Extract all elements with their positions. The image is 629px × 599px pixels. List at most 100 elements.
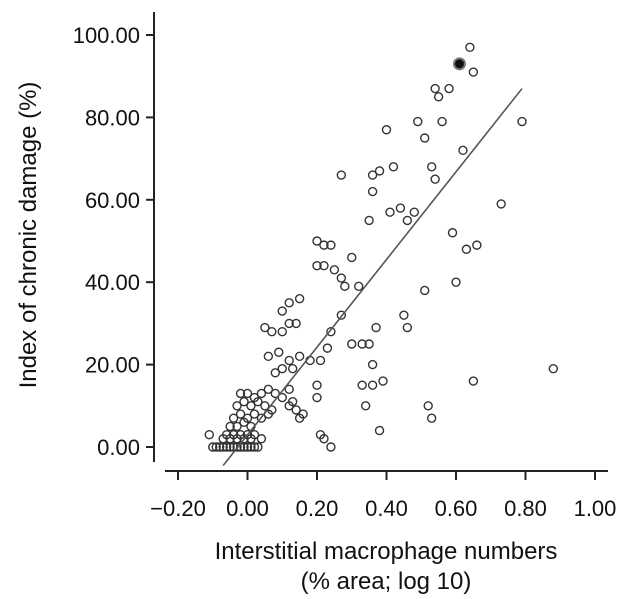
data-point bbox=[367, 380, 378, 390]
data-point bbox=[388, 162, 399, 172]
data-point bbox=[312, 236, 322, 246]
x-tick-label: 0.60 bbox=[435, 496, 478, 521]
data-point bbox=[367, 170, 378, 180]
x-tick-label: 0.80 bbox=[504, 496, 547, 521]
data-point bbox=[287, 364, 298, 374]
y-tick-label: 60.00 bbox=[85, 188, 140, 213]
data-point bbox=[291, 318, 301, 329]
data-point bbox=[256, 434, 267, 444]
data-point bbox=[232, 421, 242, 432]
data-point bbox=[374, 166, 385, 176]
data-point bbox=[260, 401, 270, 411]
data-point bbox=[277, 306, 287, 316]
data-point bbox=[347, 252, 357, 263]
data-point bbox=[468, 67, 479, 77]
data-point bbox=[242, 388, 253, 399]
data-point bbox=[433, 92, 444, 102]
data-point bbox=[360, 401, 371, 411]
data-point bbox=[336, 310, 347, 320]
data-point bbox=[284, 384, 294, 395]
data-point bbox=[291, 405, 301, 415]
data-point bbox=[225, 421, 235, 432]
data-point bbox=[395, 203, 406, 213]
data-point bbox=[381, 125, 392, 135]
data-point bbox=[367, 359, 378, 370]
data-point bbox=[284, 318, 294, 329]
data-point bbox=[208, 442, 218, 452]
data-point bbox=[294, 351, 305, 362]
data-point bbox=[461, 244, 472, 254]
data-point bbox=[267, 326, 277, 337]
data-point bbox=[204, 429, 214, 440]
data-point bbox=[277, 364, 287, 374]
data-point bbox=[312, 380, 322, 390]
data-point bbox=[420, 285, 430, 296]
data-point bbox=[496, 199, 506, 209]
data-point bbox=[312, 261, 322, 271]
data-point bbox=[430, 83, 440, 94]
data-point bbox=[430, 174, 440, 184]
data-point bbox=[409, 207, 419, 217]
data-points bbox=[204, 42, 558, 452]
data-point bbox=[423, 401, 433, 411]
data-point bbox=[548, 364, 558, 374]
data-point bbox=[270, 388, 280, 399]
x-axis-title-line-1: Interstitial macrophage numbers bbox=[215, 538, 558, 565]
data-point bbox=[340, 281, 350, 292]
data-point bbox=[399, 310, 409, 320]
data-point bbox=[319, 434, 329, 444]
x-tick-label: 0.00 bbox=[226, 496, 269, 521]
data-point bbox=[256, 388, 267, 399]
data-point bbox=[277, 392, 287, 403]
fit-line bbox=[222, 88, 523, 467]
data-point bbox=[249, 392, 260, 403]
data-point bbox=[322, 343, 333, 353]
axes bbox=[153, 12, 608, 472]
x-axis-title-line-2: (% area; log 10) bbox=[301, 568, 472, 595]
data-point bbox=[472, 240, 482, 250]
data-point bbox=[364, 215, 374, 226]
data-point bbox=[249, 429, 260, 440]
data-point bbox=[371, 322, 381, 333]
data-point bbox=[420, 133, 430, 143]
x-tick-label: 0.20 bbox=[296, 496, 339, 521]
data-point bbox=[336, 170, 347, 180]
data-point bbox=[263, 351, 274, 362]
data-point bbox=[294, 413, 305, 423]
data-point bbox=[284, 298, 294, 308]
data-point bbox=[402, 322, 413, 333]
data-point bbox=[253, 442, 263, 452]
data-point bbox=[465, 42, 475, 53]
data-point bbox=[263, 384, 274, 395]
data-point bbox=[326, 240, 336, 250]
data-point bbox=[294, 293, 305, 304]
data-point bbox=[374, 425, 385, 436]
data-point bbox=[228, 413, 239, 423]
data-point bbox=[242, 413, 253, 423]
data-point bbox=[319, 240, 329, 250]
data-point bbox=[329, 265, 340, 275]
data-point bbox=[468, 376, 479, 386]
data-point bbox=[336, 273, 347, 283]
y-ticks: 0.00 20.00 40.00 60.00 80.00 100.00 bbox=[73, 23, 154, 460]
data-point bbox=[458, 145, 468, 156]
data-point bbox=[426, 162, 437, 172]
data-point bbox=[347, 339, 357, 349]
data-point bbox=[249, 409, 260, 419]
y-tick-label: 0.00 bbox=[97, 435, 140, 460]
y-axis-title: Index of chronic damage (%) bbox=[15, 82, 42, 389]
data-point bbox=[211, 442, 221, 452]
x-tick-label: 1.00 bbox=[574, 496, 617, 521]
data-point bbox=[232, 401, 242, 411]
data-point bbox=[221, 442, 232, 452]
data-point bbox=[246, 401, 256, 411]
x-ticks: −0.20 0.00 0.20 0.40 0.60 0.80 1.00 bbox=[150, 471, 616, 521]
data-point bbox=[357, 339, 367, 349]
data-point bbox=[378, 376, 388, 386]
data-point bbox=[284, 355, 294, 366]
data-point bbox=[444, 83, 454, 94]
data-point bbox=[447, 228, 458, 238]
data-point bbox=[413, 116, 423, 127]
data-point bbox=[256, 413, 267, 423]
